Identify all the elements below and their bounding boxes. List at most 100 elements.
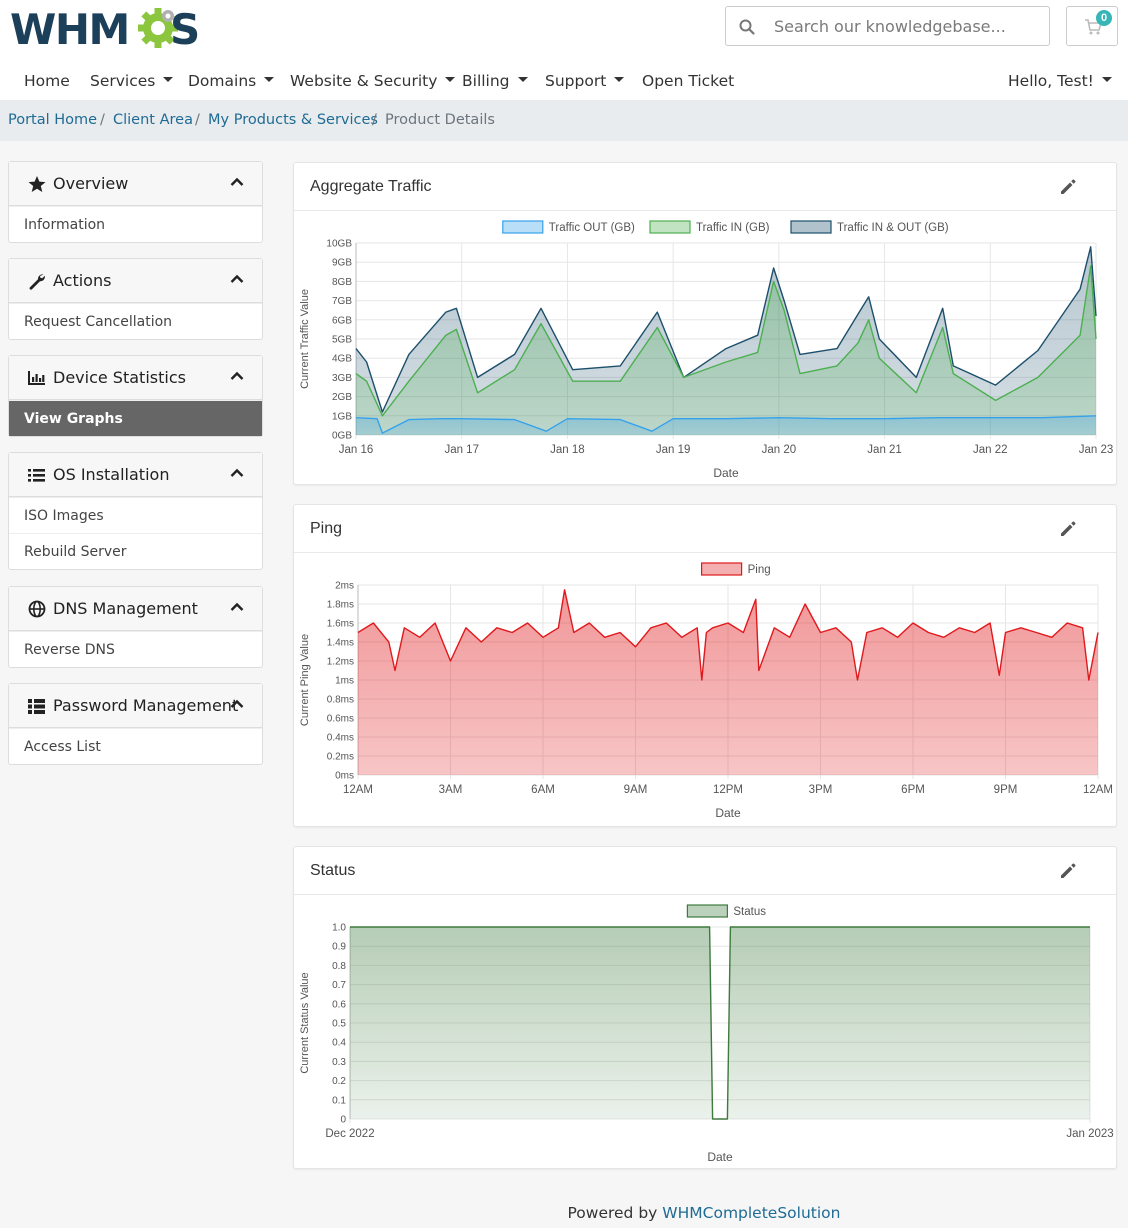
x-tick-label: 3PM: [809, 784, 833, 796]
chart-title: Aggregate Traffic: [310, 178, 432, 195]
y-tick-label: 3GB: [332, 373, 352, 384]
chevron-up-icon[interactable]: [230, 371, 244, 381]
panel-header[interactable]: Overview: [9, 162, 262, 206]
y-tick-label: 0.9: [332, 942, 346, 953]
footer: Powered by WHMCompleteSolution: [0, 1204, 1128, 1222]
chart-title: Status: [310, 862, 356, 879]
breadcrumb-separator: /: [100, 112, 105, 128]
breadcrumb-separator: /: [372, 112, 377, 128]
panel-title: Actions: [53, 271, 112, 290]
chevron-up-icon[interactable]: [230, 468, 244, 478]
legend-swatch: [701, 562, 743, 576]
x-tick-label: Jan 2023: [1066, 1128, 1113, 1140]
sidebar-item-request-cancellation[interactable]: Request Cancellation: [9, 303, 262, 339]
x-tick-label: 6PM: [901, 784, 925, 796]
nav-services[interactable]: Services: [90, 72, 174, 90]
nav-website-security-label: Website & Security: [290, 72, 438, 90]
y-tick-label: 1ms: [335, 676, 354, 687]
nav-home[interactable]: Home: [24, 72, 70, 90]
breadcrumb-my-products[interactable]: My Products & Services: [208, 112, 378, 128]
logo-mark: WHM S: [10, 6, 200, 50]
sidebar-item-iso-images[interactable]: ISO Images: [9, 497, 262, 533]
chevron-up-icon[interactable]: [230, 602, 244, 612]
y-tick-label: 5GB: [332, 335, 352, 346]
knowledgebase-search[interactable]: [725, 6, 1050, 46]
legend-label: Status: [733, 906, 766, 918]
sidebar-item-reverse-dns[interactable]: Reverse DNS: [9, 631, 262, 667]
y-tick-label: 0.8: [332, 961, 346, 972]
card-header: Status: [294, 847, 1116, 895]
star-icon: [28, 176, 46, 192]
legend-swatch: [686, 904, 728, 918]
series-line: [357, 589, 1099, 681]
nav-open-ticket[interactable]: Open Ticket: [642, 72, 735, 90]
panel-header[interactable]: Password Management: [9, 684, 262, 728]
footer-link[interactable]: WHMCompleteSolution: [662, 1204, 841, 1222]
y-tick-label: 1.2ms: [327, 657, 354, 668]
cart-button[interactable]: 0: [1066, 6, 1118, 46]
breadcrumb-product-details: Product Details: [385, 112, 495, 128]
sidebar-item-access-list[interactable]: Access List: [9, 728, 262, 764]
nav-user-label: Hello, Test!: [1008, 72, 1094, 90]
x-tick-label: Jan 22: [973, 444, 1008, 456]
nav-user-menu[interactable]: Hello, Test!: [1008, 72, 1112, 90]
list-icon: [28, 469, 45, 482]
caret-down-icon: [614, 77, 625, 82]
nav-support[interactable]: Support: [545, 72, 625, 90]
y-tick-label: 1.6ms: [327, 619, 354, 630]
y-tick-label: 9GB: [332, 258, 352, 269]
panel-title: OS Installation: [53, 465, 170, 484]
nav-billing-label: Billing: [462, 72, 510, 90]
nav-domains[interactable]: Domains: [188, 72, 275, 90]
legend-swatch: [790, 220, 832, 234]
x-tick-label: Dec 2022: [325, 1128, 374, 1140]
y-tick-label: 0: [340, 1115, 346, 1126]
pencil-icon[interactable]: [1058, 861, 1078, 881]
sidebar-item-rebuild-server[interactable]: Rebuild Server: [9, 533, 262, 569]
status-chart: 0 0.1 0.2 0.3 0.4 0.5 0.6 0.7 0.8 0.9 1.0 Dec 2022 J…: [299, 904, 1114, 1164]
chevron-up-icon[interactable]: [230, 699, 244, 709]
panel-header[interactable]: Actions: [9, 259, 262, 303]
breadcrumb-portal-home[interactable]: Portal Home: [8, 112, 98, 128]
caret-down-icon: [163, 77, 174, 82]
panel-title: Overview: [53, 174, 129, 193]
y-tick-label: 0.3: [332, 1057, 346, 1068]
breadcrumb-client-area[interactable]: Client Area: [113, 112, 193, 128]
search-input[interactable]: [774, 15, 1034, 37]
y-tick-label: 4GB: [332, 354, 352, 365]
panel-header[interactable]: DNS Management: [9, 587, 262, 631]
x-tick-label: 9AM: [624, 784, 648, 796]
y-tick-label: 10GB: [326, 239, 352, 250]
chart-title: Ping: [310, 520, 343, 537]
y-tick-label: 0.2: [332, 1076, 346, 1087]
sidebar-panel-dns-management: DNS Management Reverse DNS: [8, 586, 263, 668]
series-area: [350, 927, 1090, 1119]
x-axis-title: Date: [715, 806, 741, 820]
chevron-up-icon[interactable]: [230, 177, 244, 187]
panel-title: DNS Management: [53, 599, 198, 618]
y-tick-label: 8GB: [332, 277, 352, 288]
svg-text:WHM: WHM: [10, 6, 129, 50]
svg-text:S: S: [170, 6, 200, 50]
breadcrumb: Portal Home / Client Area / My Products …: [0, 100, 1128, 141]
chevron-up-icon[interactable]: [230, 274, 244, 284]
x-tick-label: Jan 23: [1079, 444, 1114, 456]
x-axis-title: Date: [713, 466, 739, 480]
pencil-icon[interactable]: [1058, 519, 1078, 539]
sidebar-panel-overview: Overview Information: [8, 161, 263, 243]
pencil-icon[interactable]: [1058, 177, 1078, 197]
panel-title: Password Management: [53, 696, 239, 715]
legend-label: Ping: [748, 564, 771, 576]
panel-header[interactable]: OS Installation: [9, 453, 262, 497]
x-tick-label: Jan 19: [656, 444, 691, 456]
x-tick-label: Jan 21: [867, 444, 902, 456]
y-tick-label: 0.4: [332, 1038, 346, 1049]
panel-header[interactable]: Device Statistics: [9, 356, 262, 400]
sidebar-item-information[interactable]: Information: [9, 206, 262, 242]
sidebar-item-view-graphs[interactable]: View Graphs: [9, 400, 262, 436]
table-icon: [28, 699, 45, 714]
nav-website-security[interactable]: Website & Security: [290, 72, 456, 90]
x-axis-title: Date: [707, 1150, 733, 1164]
nav-billing[interactable]: Billing: [462, 72, 528, 90]
whmcs-logo[interactable]: WHM S: [10, 6, 200, 50]
